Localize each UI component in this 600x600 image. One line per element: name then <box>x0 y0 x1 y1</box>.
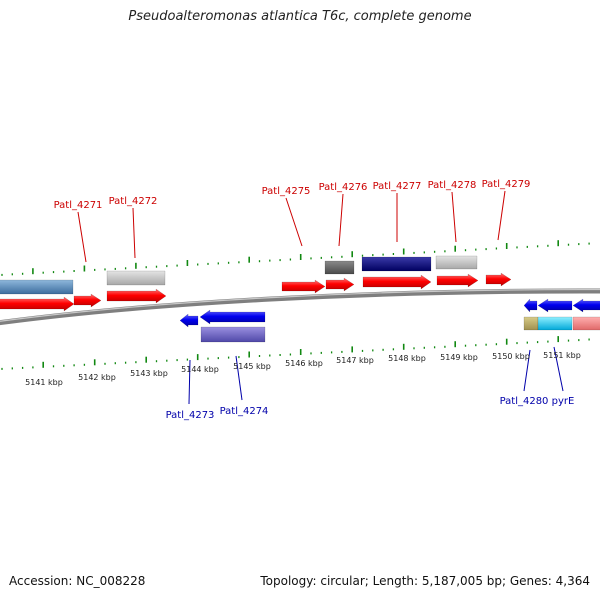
scale-labels: 5141 kbp 5142 kbp 5143 kbp 5144 kbp 5145 kbp… <box>25 351 581 387</box>
scale-label: 5151 kbp <box>543 351 581 360</box>
scale-label: 5147 kbp <box>336 356 374 365</box>
accession-text: Accession: NC_008228 <box>9 574 146 588</box>
forward-cds-arrow[interactable] <box>106 288 167 304</box>
feature-bar[interactable] <box>200 326 266 343</box>
reverse-cds-arrow[interactable] <box>572 298 600 313</box>
feature-bar[interactable] <box>324 260 355 275</box>
scale-label: 5148 kbp <box>388 354 426 363</box>
leader-line-pyre <box>553 346 564 392</box>
feature-bar[interactable] <box>0 279 74 295</box>
gene-label-patl-4274: Patl_4274 <box>220 406 269 417</box>
genome-backbone <box>0 288 600 326</box>
forward-cds-arrow[interactable] <box>281 279 326 294</box>
gene-label-patl-4272: Patl_4272 <box>109 196 158 207</box>
leader-line-patl-4276 <box>338 193 344 247</box>
forward-cds-arrow[interactable] <box>0 296 75 312</box>
leader-line-patl-4275 <box>285 197 303 247</box>
gene-features[interactable] <box>0 255 600 343</box>
feature-bar[interactable] <box>361 256 432 272</box>
gene-label-patl-4271: Patl_4271 <box>54 200 103 211</box>
scale-label: 5145 kbp <box>233 362 271 371</box>
gene-label-patl-4273: Patl_4273 <box>166 410 215 421</box>
leader-line-patl-4279 <box>497 190 506 241</box>
reverse-cds-arrow[interactable] <box>179 313 199 328</box>
leader-line-patl-4280 <box>523 349 531 392</box>
leader-line-patl-4278 <box>451 191 457 243</box>
leader-line-patl-4271 <box>77 211 87 263</box>
map-title: Pseudoalteromonas atlantica T6c, complet… <box>128 9 472 24</box>
gene-label-pyre: pyrE <box>552 396 575 407</box>
feature-bar[interactable] <box>523 316 539 331</box>
feature-bar[interactable] <box>106 270 166 286</box>
reverse-cds-arrow[interactable] <box>523 298 538 313</box>
forward-cds-arrow[interactable] <box>362 274 432 290</box>
scale-label: 5143 kbp <box>130 369 168 378</box>
gene-label-patl-4278: Patl_4278 <box>428 180 477 191</box>
tick-marks <box>1 240 590 370</box>
gene-label-patl-4277: Patl_4277 <box>373 181 422 192</box>
gene-label-patl-4279: Patl_4279 <box>482 179 531 190</box>
scale-label: 5142 kbp <box>78 373 116 382</box>
scale-label: 5144 kbp <box>181 365 219 374</box>
gene-label-patl-4275: Patl_4275 <box>262 186 311 197</box>
gene-labels: Patl_4271 Patl_4272 Patl_4275 Patl_4276 Patl… <box>54 179 575 421</box>
leader-line-patl-4272 <box>132 207 136 259</box>
leader-line-patl-4273 <box>188 359 191 405</box>
feature-bar[interactable] <box>435 255 478 270</box>
scale-label: 5146 kbp <box>285 359 323 368</box>
genome-backbone-highlight <box>0 288 600 322</box>
label-leaders <box>77 190 564 405</box>
gene-label-patl-4280: Patl_4280 <box>500 396 549 407</box>
forward-cds-arrow[interactable] <box>325 277 355 292</box>
genome-summary-text: Topology: circular; Length: 5,187,005 bp… <box>260 574 590 588</box>
leader-line-patl-4274 <box>235 355 243 401</box>
feature-bar[interactable] <box>572 316 600 331</box>
reverse-cds-arrow[interactable] <box>199 309 266 325</box>
forward-cds-arrow[interactable] <box>436 273 479 288</box>
gene-label-patl-4276: Patl_4276 <box>319 182 368 193</box>
scale-label: 5150 kbp <box>492 352 530 361</box>
scale-label: 5141 kbp <box>25 378 63 387</box>
feature-bar[interactable] <box>537 316 573 331</box>
scale-label: 5149 kbp <box>440 353 478 362</box>
forward-cds-arrow[interactable] <box>485 272 512 287</box>
forward-cds-arrow[interactable] <box>73 293 102 308</box>
reverse-cds-arrow[interactable] <box>537 298 573 313</box>
